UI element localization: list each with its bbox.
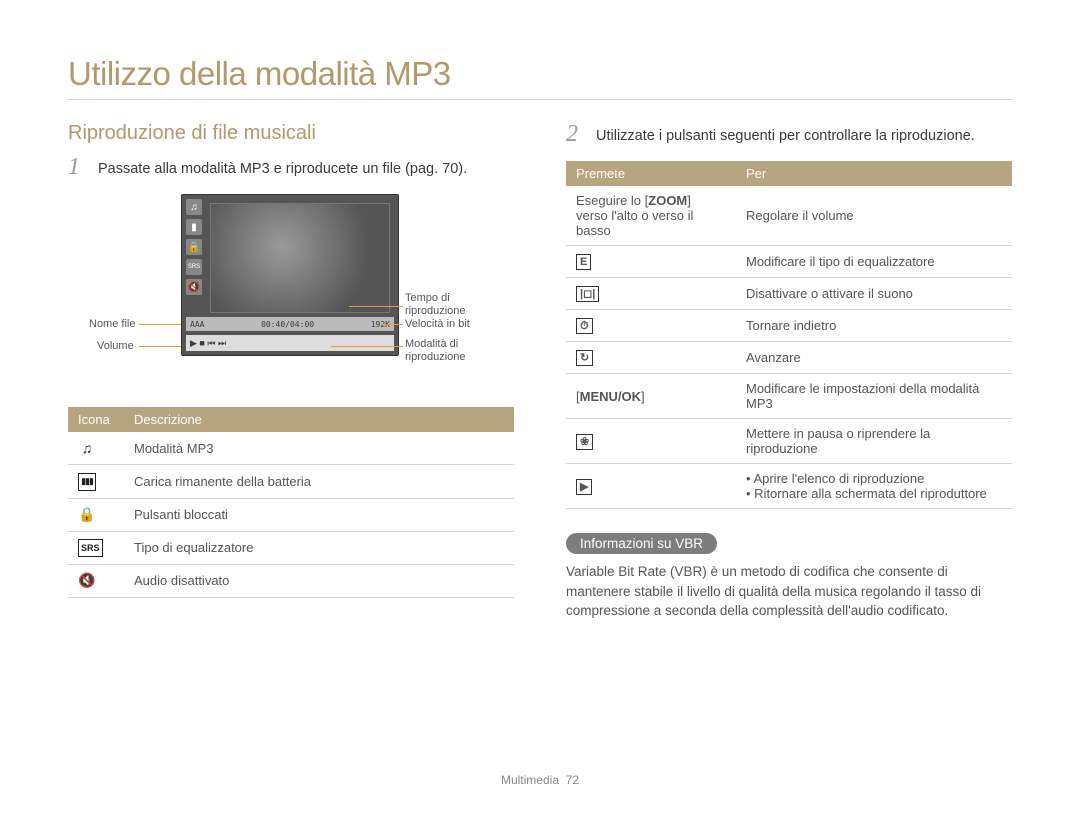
label-nome-file: Nome file: [89, 318, 135, 331]
note-icon: ♫: [78, 439, 96, 457]
control-table: Premete Per Eseguire lo [ZOOM] verso l'a…: [566, 161, 1012, 509]
ctrl-action: Disattivare o attivare il suono: [736, 278, 1012, 310]
ctrl-header-premete: Premete: [566, 161, 736, 186]
page-footer: Multimedia 72: [0, 773, 1080, 787]
table-row: ♫ Modalità MP3: [68, 432, 514, 465]
icon-table: Icona Descrizione ♫ Modalità MP3 ▮▮▮ Car…: [68, 407, 514, 598]
diagram-wrap: ♫ ▮ 🔒 SRS 🔇 AAA 00:40/04:00 192K ▶ ■ ⏮ ⏭: [68, 194, 514, 389]
table-row: ▮▮▮ Carica rimanente della batteria: [68, 465, 514, 499]
list-item: Ritornare alla schermata del riproduttor…: [746, 486, 1002, 501]
screen-controls: ▶ ■ ⏮ ⏭: [186, 335, 394, 351]
ctrl-action: Regolare il volume: [736, 186, 1012, 246]
right-column: 2 Utilizzate i pulsanti seguenti per con…: [566, 122, 1012, 621]
lead-tempo: [349, 306, 403, 307]
icon-desc: Modalità MP3: [124, 432, 514, 465]
flower-button-icon: ❀: [576, 434, 593, 450]
icon-desc: Pulsanti bloccati: [124, 498, 514, 531]
battery-icon: ▮▮▮: [78, 473, 96, 491]
icon-desc: Tipo di equalizzatore: [124, 531, 514, 564]
icon-desc: Carica rimanente della batteria: [124, 465, 514, 499]
lock-icon: 🔒: [78, 506, 96, 524]
icon-desc: Audio disattivato: [124, 564, 514, 597]
ctrl-action: Mettere in pausa o riprendere la riprodu…: [736, 419, 1012, 464]
footer-page: 72: [566, 773, 579, 787]
e-button-icon: E: [576, 254, 591, 270]
table-row: 🔒 Pulsanti bloccati: [68, 498, 514, 531]
screen-track-name: AAA: [190, 320, 204, 329]
mute-icon: 🔇: [78, 572, 96, 590]
step-2-number: 2: [566, 122, 586, 147]
table-row: ▶ Aprire l'elenco di riproduzione Ritorn…: [566, 464, 1012, 509]
screen-battery-icon: ▮: [186, 219, 202, 235]
screen-lock-icon: 🔒: [186, 239, 202, 255]
label-bitrate: Velocità in bit: [405, 318, 470, 331]
icon-table-header-icona: Icona: [68, 407, 124, 432]
table-row: [MENU/OK] Modificare le impostazioni del…: [566, 374, 1012, 419]
lead-bitrate: [381, 324, 403, 325]
screen-icon-column: ♫ ▮ 🔒 SRS 🔇: [186, 199, 202, 295]
mute-button-icon: |◻|: [576, 286, 599, 302]
step-1-text: Passate alla modalità MP3 e riproducete …: [98, 155, 467, 180]
table-row: E Modificare il tipo di equalizzatore: [566, 246, 1012, 278]
forward-button-icon: ↻: [576, 350, 593, 366]
play-button-icon: ▶: [576, 479, 592, 495]
table-row: ↻ Avanzare: [566, 342, 1012, 374]
screen-art: [210, 203, 390, 313]
player-diagram: ♫ ▮ 🔒 SRS 🔇 AAA 00:40/04:00 192K ▶ ■ ⏮ ⏭: [101, 194, 481, 389]
label-tempo: Tempo di riproduzione: [405, 292, 466, 317]
vbr-pill: Informazioni su VBR: [566, 533, 717, 554]
title-rule: [68, 99, 1012, 100]
table-row: ❀ Mettere in pausa o riprendere la ripro…: [566, 419, 1012, 464]
page-title: Utilizzo della modalità MP3: [68, 55, 1012, 93]
step-1: 1 Passate alla modalità MP3 e riproducet…: [68, 155, 514, 180]
ctrl-action: Avanzare: [736, 342, 1012, 374]
screen-info-bar: AAA 00:40/04:00 192K: [186, 317, 394, 331]
table-row: |◻| Disattivare o attivare il suono: [566, 278, 1012, 310]
step-1-number: 1: [68, 155, 88, 180]
lead-volume: [139, 346, 181, 347]
vbr-text: Variable Bit Rate (VBR) è un metodo di c…: [566, 562, 1012, 621]
table-row: ⏱ Tornare indietro: [566, 310, 1012, 342]
left-column: Riproduzione di file musicali 1 Passate …: [68, 122, 514, 621]
ctrl-header-per: Per: [736, 161, 1012, 186]
section-title: Riproduzione di file musicali: [68, 122, 514, 145]
srs-icon: SRS: [78, 539, 103, 557]
list-item: Aprire l'elenco di riproduzione: [746, 471, 1002, 486]
ctrl-action: Aprire l'elenco di riproduzione Ritornar…: [736, 464, 1012, 509]
screen-mp3-icon: ♫: [186, 199, 202, 215]
ctrl-action: Tornare indietro: [736, 310, 1012, 342]
player-screen: ♫ ▮ 🔒 SRS 🔇 AAA 00:40/04:00 192K ▶ ■ ⏮ ⏭: [181, 194, 399, 356]
label-volume: Volume: [97, 340, 134, 353]
icon-table-header-descrizione: Descrizione: [124, 407, 514, 432]
table-row: 🔇 Audio disattivato: [68, 564, 514, 597]
table-row: SRS Tipo di equalizzatore: [68, 531, 514, 564]
ctrl-action: Modificare le impostazioni della modalit…: [736, 374, 1012, 419]
screen-time: 00:40/04:00: [261, 320, 314, 329]
columns: Riproduzione di file musicali 1 Passate …: [68, 122, 1012, 621]
lead-nome-file: [139, 324, 181, 325]
table-row: Eseguire lo [ZOOM] verso l'alto o verso …: [566, 186, 1012, 246]
footer-section: Multimedia: [501, 773, 559, 787]
step-2-text: Utilizzate i pulsanti seguenti per contr…: [596, 122, 975, 147]
back-button-icon: ⏱: [576, 318, 593, 334]
screen-mute-icon: 🔇: [186, 279, 202, 295]
ctrl-press: [MENU/OK]: [566, 374, 736, 419]
ctrl-action: Modificare il tipo di equalizzatore: [736, 246, 1012, 278]
ctrl-press: Eseguire lo [ZOOM] verso l'alto o verso …: [566, 186, 736, 246]
lead-modalita: [331, 346, 403, 347]
label-modalita: Modalità di riproduzione: [405, 338, 466, 363]
screen-srs-icon: SRS: [186, 259, 202, 275]
step-2: 2 Utilizzate i pulsanti seguenti per con…: [566, 122, 1012, 147]
